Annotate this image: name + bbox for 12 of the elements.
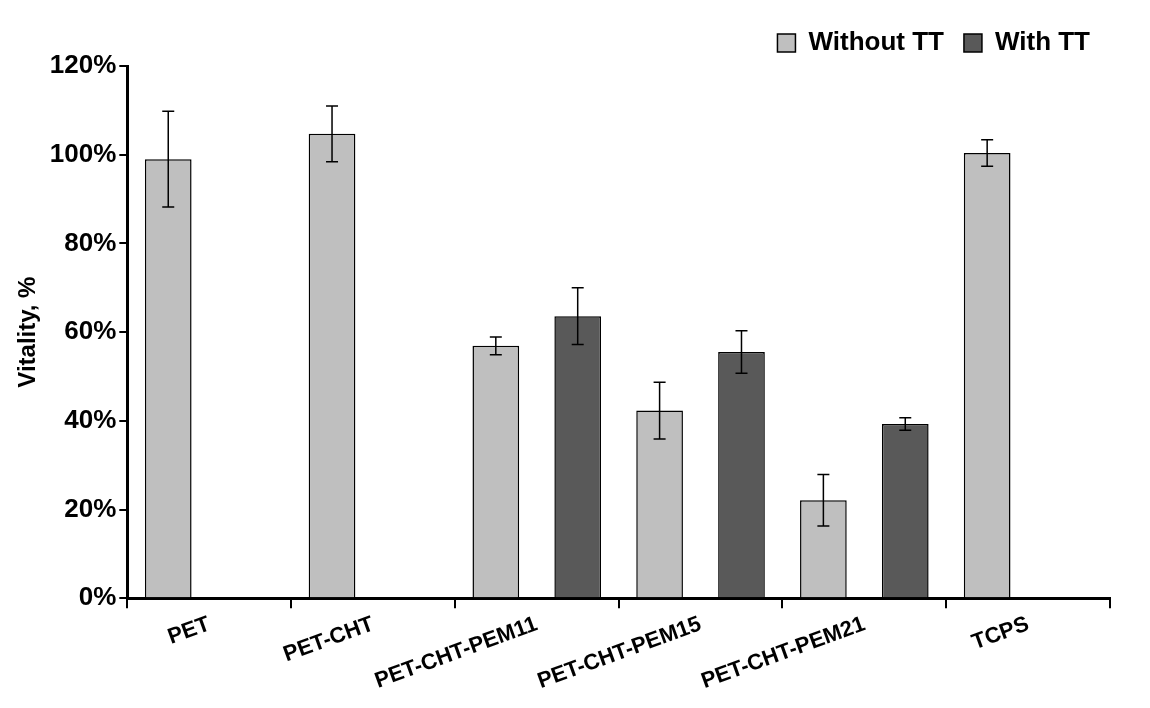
y-tick-label: 80% (64, 226, 117, 257)
x-tick-label: PET (164, 610, 214, 649)
y-axis-title: Vitality, % (13, 276, 41, 388)
y-tick-label: 100% (49, 137, 117, 168)
x-tick-label: TCPS (968, 610, 1032, 655)
y-tick-label: 0% (78, 581, 117, 612)
legend-label: Without TT (808, 26, 945, 57)
y-tick-label: 20% (64, 492, 117, 523)
legend-label: With TT (994, 26, 1091, 57)
y-tick-label: 120% (49, 49, 117, 80)
y-tick-label: 60% (64, 315, 117, 346)
y-tick-label: 40% (64, 404, 117, 434)
